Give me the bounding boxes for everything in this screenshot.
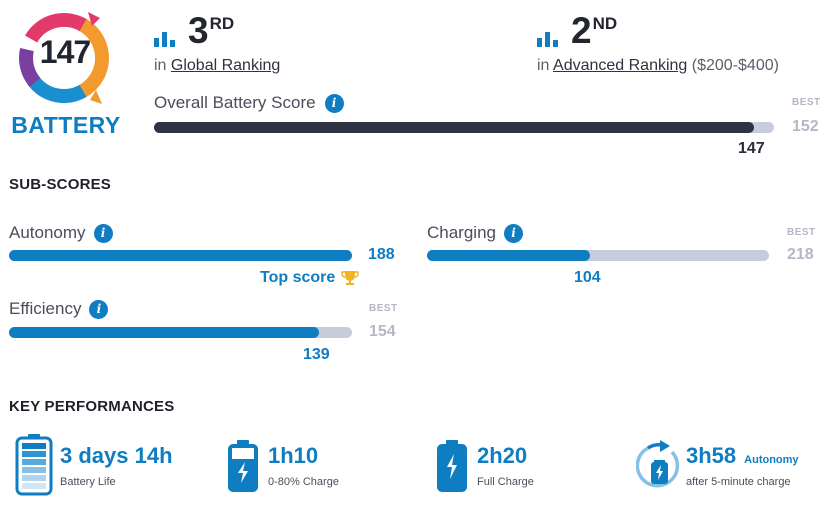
global-rank-line: in Global Ranking <box>154 57 280 75</box>
bar-chart-icon <box>154 31 175 47</box>
advanced-rank: 2ND <box>537 12 617 49</box>
battery-life-value: 3 days 14h <box>60 443 173 468</box>
autonomy-bar-fill <box>9 250 352 261</box>
battery-charging-icon <box>228 440 258 492</box>
advanced-rank-prefix: in <box>537 57 550 74</box>
price-range: ($200-$400) <box>691 57 779 74</box>
efficiency-header: Efficiency i <box>9 299 109 319</box>
advanced-rank-number: 2 <box>571 10 592 51</box>
key-performances-title: KEY PERFORMANCES <box>9 398 175 415</box>
best-value: 152 <box>792 118 819 135</box>
info-icon[interactable]: i <box>89 299 109 319</box>
score-badge-ring <box>18 12 109 104</box>
global-rank-number: 3 <box>188 10 209 51</box>
overall-score-bar-fill <box>154 122 754 133</box>
info-icon[interactable]: i <box>324 93 344 113</box>
subscores-title: SUB-SCORES <box>9 176 112 193</box>
overall-score-bar <box>154 122 774 133</box>
advanced-rank-line: in Advanced Ranking ($200-$400) <box>537 57 779 75</box>
info-icon[interactable]: i <box>504 223 523 243</box>
battery-full-icon <box>15 434 53 496</box>
best-value: 154 <box>369 323 396 340</box>
category-label: BATTERY <box>11 112 121 138</box>
full-charge-label: Full Charge <box>477 476 534 488</box>
best-label: BEST <box>369 303 398 314</box>
battery-score: 147 <box>39 34 91 70</box>
global-rank-prefix: in <box>154 57 167 74</box>
efficiency-value: 139 <box>303 346 330 363</box>
full-charge-value: 2h20 <box>477 443 528 468</box>
autonomy-header: Autonomy i <box>9 223 113 243</box>
overall-score-value: 147 <box>738 140 765 157</box>
charging-label: Charging <box>427 223 496 242</box>
efficiency-label: Efficiency <box>9 299 82 318</box>
info-icon[interactable]: i <box>93 223 113 243</box>
autonomy-bar <box>9 250 352 261</box>
advanced-ranking-link[interactable]: Advanced Ranking <box>553 57 688 74</box>
efficiency-bar <box>9 327 352 338</box>
best-value: 218 <box>787 246 814 263</box>
charging-bar-fill <box>427 250 591 261</box>
quick-charge-value: 3h58 <box>686 443 737 468</box>
global-ranking-link[interactable]: Global Ranking <box>170 57 281 74</box>
best-label: BEST <box>787 227 816 238</box>
autonomy-label: Autonomy <box>9 223 86 242</box>
bar-chart-icon <box>537 31 558 47</box>
quick-charge-header: 3h58 Autonomy <box>686 443 799 469</box>
charging-value: 104 <box>574 269 601 286</box>
global-rank: 3RD <box>154 12 234 49</box>
top-score-label: Top score <box>260 269 336 286</box>
partial-charge-value: 1h10 <box>268 443 319 468</box>
trophy-icon <box>341 271 360 285</box>
quick-charge-icon <box>636 440 680 488</box>
quick-charge-tag: Autonomy <box>744 454 799 466</box>
battery-life-label: Battery Life <box>60 476 116 488</box>
charging-header: Charging i <box>427 223 523 243</box>
global-rank-suffix: RD <box>209 14 235 33</box>
battery-charging-icon <box>437 440 467 492</box>
advanced-rank-suffix: ND <box>592 14 618 33</box>
overall-score-header: Overall Battery Score i <box>154 93 344 113</box>
efficiency-bar-fill <box>9 327 319 338</box>
top-score-badge: Top score <box>260 269 360 287</box>
charging-bar <box>427 250 769 261</box>
best-label: BEST <box>792 97 821 108</box>
partial-charge-label: 0-80% Charge <box>268 476 339 488</box>
quick-charge-label: after 5-minute charge <box>686 476 791 488</box>
autonomy-value: 188 <box>368 246 395 263</box>
overall-score-label: Overall Battery Score <box>154 93 316 112</box>
